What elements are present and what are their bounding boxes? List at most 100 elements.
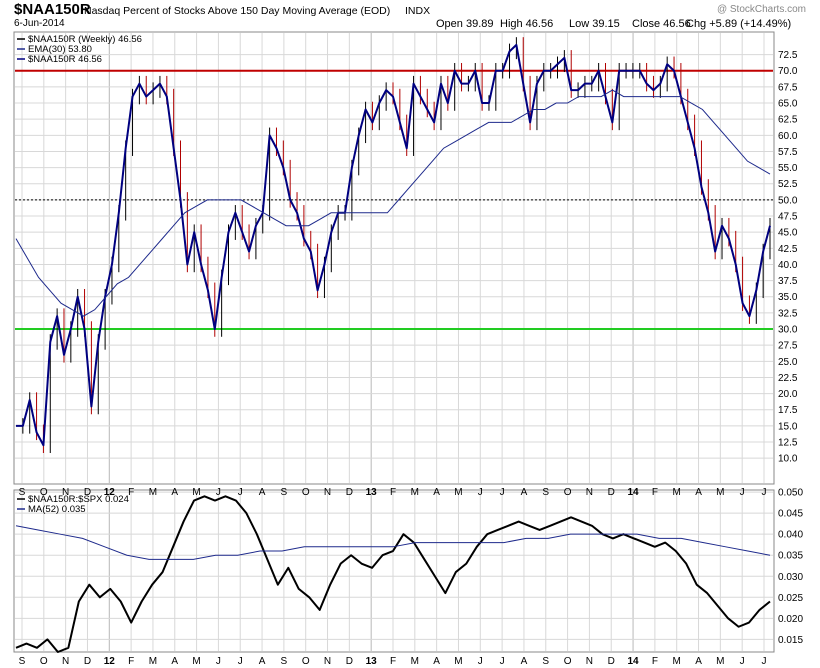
price-x-tick-label: J (216, 487, 221, 498)
price-y-tick-label: 27.5 (778, 341, 798, 352)
price-x-tick-label: F (652, 487, 658, 498)
ratio-y-tick-label: 0.045 (778, 509, 803, 520)
price-x-tick-label: A (433, 487, 440, 498)
quote-open: Open 39.89 (436, 18, 494, 30)
price-y-tick-label: 60.0 (778, 131, 798, 142)
series-ema30-line (15, 89, 771, 317)
ratio-series (15, 495, 771, 653)
ratio-y-axis: 0.015 0.020 0.025 0.030 0.035 0.040 0.045 0.050 (778, 488, 803, 646)
ratio-x-tick-label: A (521, 656, 528, 667)
ratio-panel: 0.015 0.020 0.025 0.030 0.035 0.040 0.045 0.050… (13, 488, 803, 653)
price-x-tick-label: A (259, 487, 266, 498)
price-x-tick-label: J (478, 487, 483, 498)
price-x-tick-label: O (40, 487, 48, 498)
ratio-x-tick-label: 14 (627, 656, 639, 667)
price-y-axis: 10.0 12.5 15.0 17.5 20.0 22.5 25.0 27.5 30.0 32.5… (778, 50, 798, 465)
price-y-tick-label: 22.5 (778, 373, 798, 384)
price-x-tick-label: A (695, 487, 702, 498)
ratio-x-tick-label: S (281, 656, 288, 667)
ratio-x-tick-label: O (564, 656, 572, 667)
ratio-x-tick-label: D (346, 656, 353, 667)
ratio-y-tick-label: 0.020 (778, 614, 803, 625)
ratio-x-tick-label: S (542, 656, 549, 667)
price-y-tick-label: 42.5 (778, 244, 798, 255)
header-date: 6-Jun-2014 (14, 18, 65, 29)
price-x-tick-label: J (740, 487, 745, 498)
price-x-tick-label: N (586, 487, 593, 498)
price-y-tick-label: 52.5 (778, 179, 798, 190)
price-y-tick-label: 12.5 (778, 438, 798, 449)
price-x-tick-label: A (521, 487, 528, 498)
price-y-tick-label: 25.0 (778, 357, 798, 368)
ratio-x-tick-label: A (171, 656, 178, 667)
price-y-tick-label: 62.5 (778, 115, 798, 126)
ratio-x-tick-label: F (128, 656, 134, 667)
ratio-x-tick-label: M (192, 656, 200, 667)
price-x-tick-label: M (454, 487, 462, 498)
series-ratio-line (15, 495, 771, 653)
header-description: Nasdaq Percent of Stocks Above 150 Day M… (84, 5, 390, 17)
series-naa150r-line (16, 43, 771, 447)
price-y-tick-label: 45.0 (778, 228, 798, 239)
ratio-x-tick-label: D (84, 656, 91, 667)
ratio-x-tick-label: N (324, 656, 331, 667)
ratio-x-tick-label: S (19, 656, 26, 667)
ratio-y-tick-label: 0.030 (778, 572, 803, 583)
price-x-tick-label: J (500, 487, 505, 498)
time-axis: S S O O N N D D 12 12 F F M M A A M M J J J J A A S S O O N N D D 13 13 F F… (19, 487, 767, 667)
price-x-tick-label: O (302, 487, 310, 498)
price-y-tick-label: 70.0 (778, 66, 798, 77)
ratio-panel-frame (13, 489, 775, 653)
quote-low: Low 39.15 (569, 18, 620, 30)
ratio-x-tick-label: N (62, 656, 69, 667)
price-y-tick-label: 40.0 (778, 260, 798, 271)
ratio-y-tick-label: 0.025 (778, 593, 803, 604)
series-ma52-line (15, 525, 771, 560)
price-x-tick-label: O (564, 487, 572, 498)
ratio-x-tick-label: O (302, 656, 310, 667)
price-x-tick-label: M (673, 487, 681, 498)
ratio-x-tick-label: J (478, 656, 483, 667)
price-x-tick-label: N (324, 487, 331, 498)
ratio-x-tick-label: 12 (104, 656, 116, 667)
price-x-tick-label: N (62, 487, 69, 498)
ratio-x-tick-label: F (652, 656, 658, 667)
brand-logo: @ StockCharts.com (717, 4, 806, 15)
price-x-tick-label: S (19, 487, 26, 498)
price-y-tick-label: 67.5 (778, 82, 798, 93)
price-y-tick-label: 10.0 (778, 454, 798, 465)
price-legend-label: $NAA150R (Weekly) 46.56 (28, 34, 142, 45)
ratio-y-tick-label: 0.015 (778, 635, 803, 646)
price-x-tick-label: F (128, 487, 134, 498)
ratio-legend-label: $NAA150R:$SPX 0.024 (28, 494, 129, 505)
ratio-x-tick-label: M (149, 656, 157, 667)
ratio-x-tick-label: J (238, 656, 243, 667)
price-y-tick-label: 30.0 (778, 325, 798, 336)
price-y-tick-label: 55.0 (778, 163, 798, 174)
price-y-tick-label: 37.5 (778, 276, 798, 287)
ratio-x-tick-label: M (716, 656, 724, 667)
ratio-x-tick-label: A (259, 656, 266, 667)
price-x-tick-label: M (411, 487, 419, 498)
ratio-x-tick-label: 13 (366, 656, 378, 667)
quote-change: Chg +5.89 (+14.49%) (686, 18, 791, 30)
price-x-tick-label: D (84, 487, 91, 498)
price-y-tick-label: 32.5 (778, 308, 798, 319)
ratio-x-tick-label: A (695, 656, 702, 667)
price-x-tick-label: D (346, 487, 353, 498)
price-panel: 10.0 12.5 15.0 17.5 20.0 22.5 25.0 27.5 30.0 32.5… (13, 31, 798, 485)
ratio-x-tick-label: A (433, 656, 440, 667)
price-y-tick-label: 20.0 (778, 389, 798, 400)
ratio-x-tick-label: N (586, 656, 593, 667)
ratio-grid (15, 491, 773, 651)
price-x-tick-label: S (281, 487, 288, 498)
price-y-tick-label: 17.5 (778, 405, 798, 416)
price-x-tick-label: M (149, 487, 157, 498)
price-x-tick-label: F (390, 487, 396, 498)
ratio-y-tick-label: 0.050 (778, 488, 803, 499)
ratio-y-tick-label: 0.040 (778, 530, 803, 541)
price-y-tick-label: 15.0 (778, 421, 798, 432)
